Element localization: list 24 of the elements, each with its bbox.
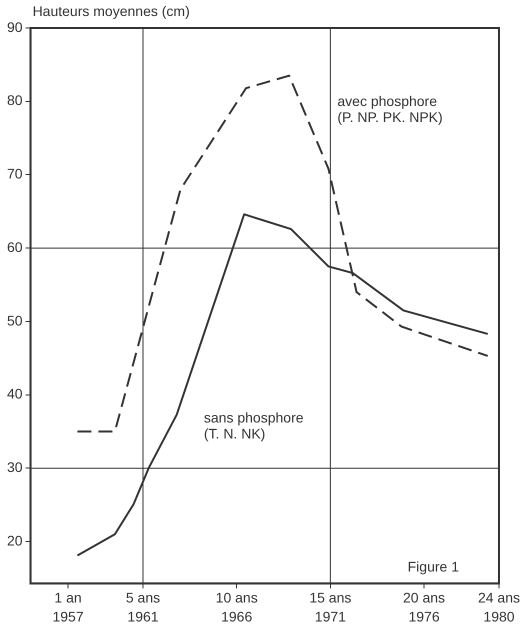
x-tick-label: 1976	[408, 608, 440, 624]
x-tick-label: 1957	[52, 608, 84, 624]
y-tick-label: 30	[6, 459, 23, 476]
x2-tick-label: 24 ans	[478, 590, 520, 606]
annotation: Figure 1	[408, 558, 460, 574]
series-label: sans phosphore (T. N. NK)	[204, 409, 304, 442]
series-label: avec phosphore (P. NP. PK. NPK)	[337, 92, 443, 125]
x2-tick-label: 15 ans	[309, 590, 352, 606]
y-tick-label: 40	[6, 386, 23, 402]
y-tick-label: 70	[6, 166, 23, 182]
x2-tick-label: 10 ans	[216, 590, 258, 606]
y-tick-label: 20	[6, 532, 23, 548]
x-tick-label: 1971	[314, 608, 346, 624]
y-tick-label: 60	[6, 238, 23, 255]
y-tick-label: 90	[6, 18, 23, 35]
y-tick-label: 50	[6, 312, 23, 328]
x2-tick-label: 1 an	[54, 590, 82, 606]
x-tick-label: 1966	[221, 608, 252, 624]
x-tick-label: 1961	[127, 608, 159, 624]
x-tick-label: 1980	[483, 608, 515, 624]
x2-tick-label: 20 ans	[403, 590, 446, 606]
y-tick-label: 80	[6, 92, 23, 108]
y-axis-title: Hauteurs moyennes (cm)	[32, 3, 190, 19]
x2-tick-label: 5 ans	[126, 590, 160, 606]
